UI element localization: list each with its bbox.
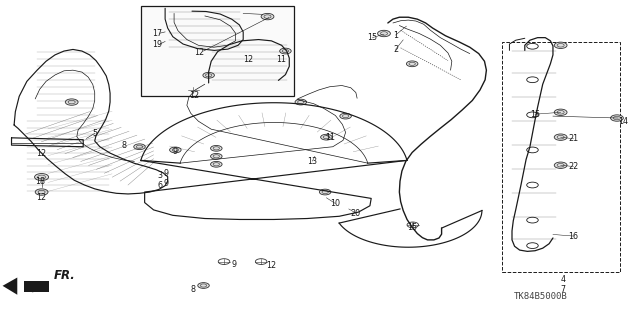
Text: 22: 22 bbox=[568, 162, 579, 171]
Text: 11: 11 bbox=[276, 55, 287, 63]
Text: 12: 12 bbox=[36, 193, 46, 202]
Text: TK84B5000B: TK84B5000B bbox=[514, 293, 568, 301]
Circle shape bbox=[134, 144, 145, 150]
Circle shape bbox=[554, 162, 567, 168]
Circle shape bbox=[65, 99, 78, 105]
Circle shape bbox=[319, 189, 331, 195]
Bar bbox=[141, 6, 294, 96]
Text: 15: 15 bbox=[530, 110, 540, 119]
Text: FR.: FR. bbox=[54, 269, 76, 282]
Text: 17: 17 bbox=[152, 29, 163, 38]
Text: 13: 13 bbox=[307, 157, 317, 166]
Text: 12: 12 bbox=[243, 55, 253, 63]
Text: 19: 19 bbox=[152, 40, 163, 48]
Text: 9: 9 bbox=[164, 169, 169, 178]
Circle shape bbox=[261, 13, 274, 20]
Text: 21: 21 bbox=[568, 134, 579, 143]
Text: 7: 7 bbox=[561, 285, 566, 294]
Text: 9: 9 bbox=[164, 179, 169, 188]
Text: 12: 12 bbox=[36, 149, 46, 158]
Text: 12: 12 bbox=[195, 48, 205, 57]
Text: 11: 11 bbox=[325, 133, 335, 142]
Circle shape bbox=[203, 72, 214, 78]
Text: 4: 4 bbox=[561, 275, 566, 284]
Circle shape bbox=[211, 145, 222, 151]
Text: 2: 2 bbox=[393, 45, 398, 54]
Text: 12: 12 bbox=[189, 91, 200, 100]
Text: 10: 10 bbox=[330, 199, 340, 208]
Circle shape bbox=[406, 61, 418, 67]
Text: 3: 3 bbox=[157, 171, 163, 180]
Bar bbox=[502, 42, 620, 272]
Circle shape bbox=[211, 153, 222, 159]
Circle shape bbox=[340, 113, 351, 119]
Text: 14: 14 bbox=[618, 117, 628, 126]
Text: 12: 12 bbox=[266, 261, 276, 270]
Text: 20: 20 bbox=[351, 209, 361, 218]
Circle shape bbox=[280, 48, 291, 54]
Circle shape bbox=[35, 174, 49, 181]
Circle shape bbox=[35, 189, 48, 195]
Text: 9: 9 bbox=[232, 260, 237, 269]
Text: 9: 9 bbox=[172, 147, 177, 156]
Text: 15: 15 bbox=[407, 223, 417, 232]
Text: 18: 18 bbox=[35, 177, 45, 186]
Text: 16: 16 bbox=[568, 232, 579, 241]
Circle shape bbox=[554, 134, 567, 140]
Circle shape bbox=[378, 30, 390, 37]
Circle shape bbox=[295, 99, 307, 105]
Polygon shape bbox=[3, 278, 17, 295]
Circle shape bbox=[554, 42, 567, 48]
Text: 8: 8 bbox=[191, 285, 196, 294]
Circle shape bbox=[170, 147, 181, 153]
Text: 6: 6 bbox=[157, 181, 163, 190]
Text: 1: 1 bbox=[393, 31, 398, 40]
Polygon shape bbox=[24, 281, 49, 292]
Text: 5: 5 bbox=[92, 129, 97, 138]
Circle shape bbox=[554, 109, 567, 115]
Circle shape bbox=[321, 134, 332, 140]
Circle shape bbox=[211, 161, 222, 167]
Circle shape bbox=[198, 283, 209, 288]
Text: 15: 15 bbox=[367, 33, 378, 42]
Circle shape bbox=[611, 115, 623, 121]
Text: 8: 8 bbox=[122, 141, 127, 150]
